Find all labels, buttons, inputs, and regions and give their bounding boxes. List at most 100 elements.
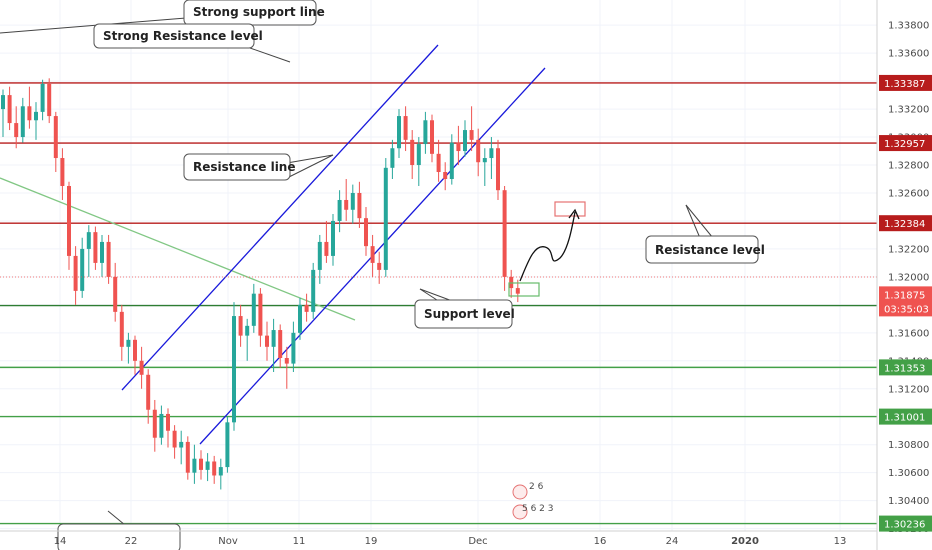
candle-body [232,316,236,423]
price-tag-label: 1.31001 [884,413,925,424]
candle-body [1,95,5,110]
candle-body [146,374,151,410]
price-tag-label: 1.33387 [884,79,925,90]
support-zone-box[interactable] [508,282,540,297]
price-tag [879,515,932,532]
candle-body [133,339,137,361]
y-tick-label: 1.32200 [888,244,929,255]
candle-body [271,330,276,347]
callout-support-level[interactable]: Support level [414,288,515,329]
x-tick-label: 2020 [731,536,759,547]
y-tick-label: 1.30600 [888,468,929,479]
candle-body [304,304,309,312]
candle-body [311,269,316,312]
candle-body [298,304,302,333]
y-tick-label: 1.32800 [888,161,929,172]
x-tick-label: 14 [54,536,67,547]
arrowhead-icon [568,208,580,220]
candle-body [410,139,415,166]
x-tick-label: 11 [293,536,306,547]
callout-strong-resistance[interactable]: Strong Resistance level [93,23,291,63]
candle-body [212,461,217,476]
x-tick-label: Nov [218,536,238,547]
candle-body [185,441,190,473]
candle-body [86,232,91,249]
flag-icon [512,504,528,520]
candle-body [67,185,71,256]
y-axis-panel[interactable] [877,0,932,550]
candles [1,78,520,490]
candle-body [179,441,184,448]
candle-body [436,153,441,173]
candle-body [502,190,507,277]
price-tag-label: 1.30236 [884,520,925,531]
candle-body [225,422,230,468]
green-diagonal-trendline[interactable] [0,177,356,321]
candle-body [251,293,256,326]
countdown-label: 03:35:03 [884,304,929,315]
candle-body [80,248,85,291]
price-tags: 1.333871.329571.323841.317951.313531.310… [879,74,932,532]
y-tick-label: 1.33200 [888,105,929,116]
price-tag [879,215,932,232]
candle-body [278,330,283,359]
candle-body [218,467,223,476]
callout-strong-support-text: Strong support line [193,5,325,19]
current-price-tag [879,286,932,317]
x-tick-label: 24 [666,536,679,547]
candle-body [119,311,124,347]
channel-upper-line[interactable] [121,44,439,391]
candle-body [364,218,368,247]
callout-resistance-level[interactable]: Resistance level [645,204,765,264]
candle-body [27,106,32,121]
y-tick-label: 1.31200 [888,384,929,395]
candle-body [489,148,494,159]
candle-body [449,142,454,180]
price-tag-label: 1.31353 [884,363,925,374]
x-tick-label: 16 [594,536,607,547]
x-tick-label: 22 [125,536,138,547]
y-tick-label: 1.31600 [888,328,929,339]
x-tick-label: 13 [834,536,847,547]
callout-resistance-line[interactable]: Resistance line [183,153,334,181]
candle-body [390,148,395,168]
price-tag-label: 1.32957 [884,139,925,150]
callout-strong-support[interactable]: Strong support line [0,0,325,34]
x-axis-ticks: 14 22 Nov 11 19 Dec 16 24 2020 13 [54,536,847,547]
candle-body [245,325,250,336]
candle-body [317,241,322,270]
candle-body [60,158,65,186]
candle-body [416,144,421,166]
candle-body [370,246,375,263]
price-tag-label: 1.32384 [884,219,925,230]
candle-body [469,130,474,140]
price-tag [879,408,932,425]
candle-body [456,142,461,152]
candle-body [159,413,164,438]
candle-body [47,83,52,117]
candle-body [126,339,131,347]
candle-body [291,332,296,364]
candle-body [20,106,25,138]
candle-body [7,95,12,124]
candle-body [265,335,269,347]
candle-body [40,83,45,112]
y-tick-label: 1.32000 [888,272,929,283]
candle-body [331,220,335,256]
candle-body [93,232,98,263]
y-tick-label: 1.33600 [888,49,929,60]
event-markers[interactable]: 2 6 5 6 2 3 [512,482,554,520]
projection-arrow[interactable] [519,211,576,282]
event-code-1: 2 6 [529,482,544,492]
candle-body [284,358,289,364]
y-tick-label: 1.30400 [888,496,929,507]
candle-body [443,172,448,180]
candle-body [192,458,197,473]
x-tick-label: Dec [468,536,487,547]
y-tick-label: 1.32600 [888,188,929,199]
candle-body [199,458,203,470]
candle-body [100,241,104,263]
current-price-label: 1.31875 [884,290,925,301]
